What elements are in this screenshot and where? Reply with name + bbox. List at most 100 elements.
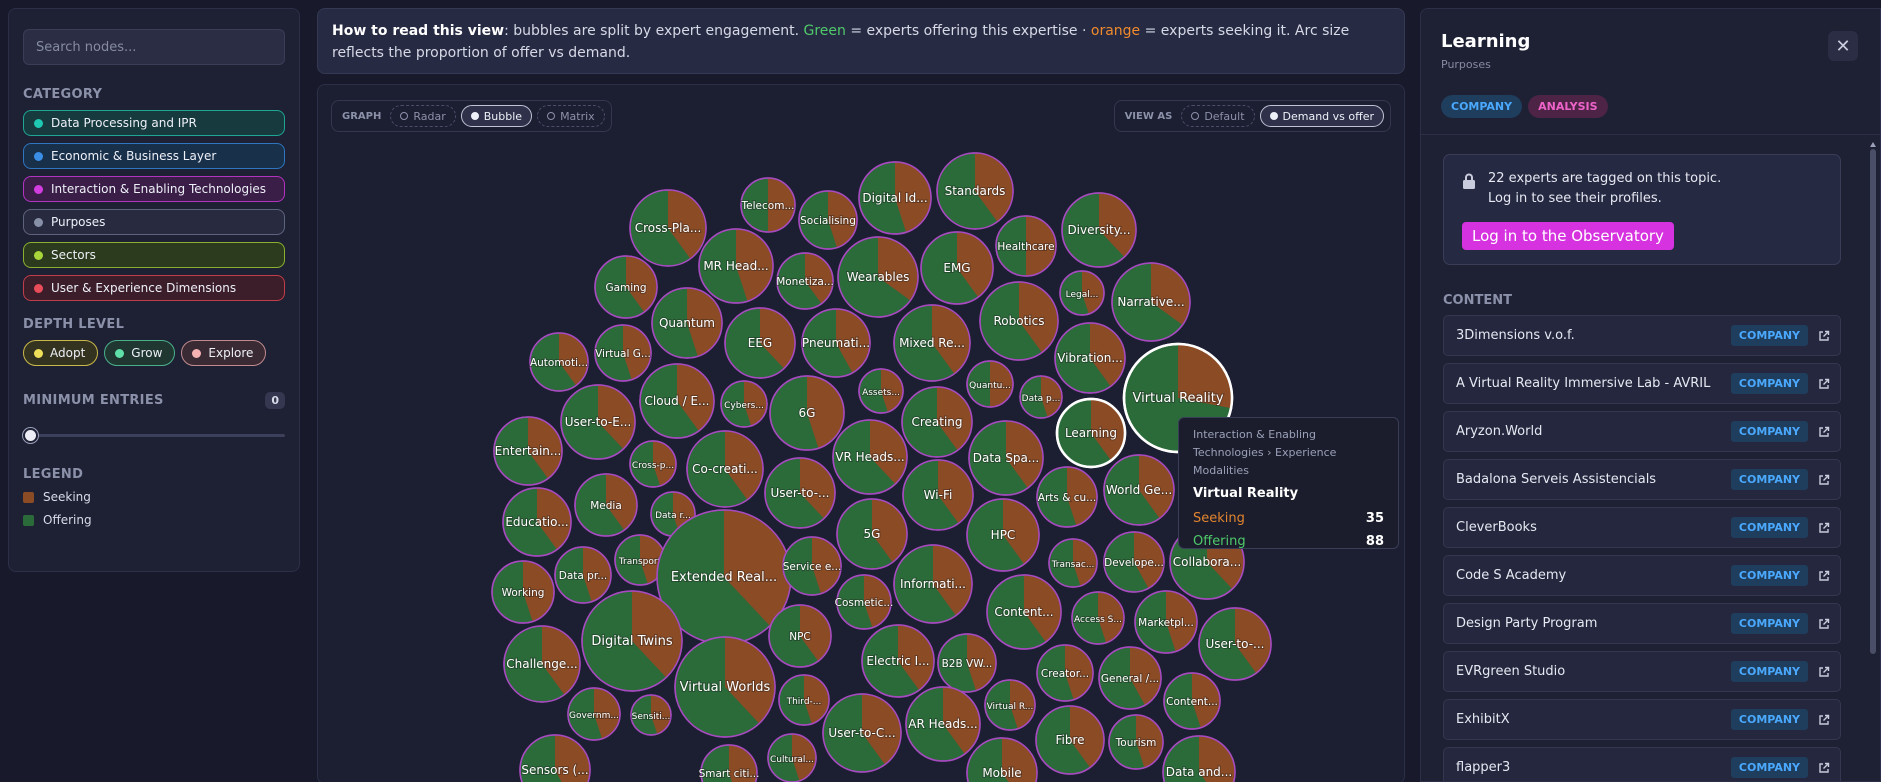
content-item[interactable]: Aryzon.World COMPANY <box>1443 411 1841 452</box>
bubble[interactable]: Arts & cu... <box>1036 466 1098 528</box>
bubble[interactable]: Third-... <box>778 674 830 726</box>
bubble[interactable]: Mixed Re... <box>893 304 971 382</box>
bubble[interactable]: Content... <box>1163 672 1221 730</box>
bubble[interactable]: VR Heads... <box>832 419 908 495</box>
content-item-tag[interactable]: COMPANY <box>1730 709 1808 730</box>
bubble[interactable]: Cybers... <box>720 380 768 428</box>
bubble[interactable]: Vibration... <box>1054 322 1126 394</box>
bubble[interactable]: Data Spa... <box>968 420 1044 496</box>
view-as-option[interactable]: Demand vs offer <box>1259 105 1384 127</box>
content-item-tag[interactable]: COMPANY <box>1730 757 1808 778</box>
bubble[interactable]: Telecom... <box>740 177 796 233</box>
external-link-icon[interactable] <box>1818 570 1830 582</box>
close-button[interactable]: ✕ <box>1828 31 1858 61</box>
bubble[interactable]: User-to-... <box>1198 607 1272 681</box>
bubble[interactable]: Creating <box>901 386 973 458</box>
bubble[interactable]: User-to-... <box>764 457 836 529</box>
bubble[interactable]: Challenge... <box>503 625 581 703</box>
bubble[interactable]: Cloud / E... <box>639 363 715 439</box>
login-button[interactable]: Log in to the Observatory <box>1462 222 1674 250</box>
content-item[interactable]: CleverBooks COMPANY <box>1443 507 1841 548</box>
content-item[interactable]: A Virtual Reality Immersive Lab - AVRIL C… <box>1443 363 1841 404</box>
bubble[interactable]: Data and... <box>1162 735 1236 782</box>
bubble[interactable]: Sensors (... <box>519 734 591 782</box>
category-chip[interactable]: Purposes <box>23 209 285 235</box>
bubble[interactable]: Service e... <box>782 536 842 596</box>
category-chip[interactable]: Interaction & Enabling Technologies <box>23 176 285 202</box>
bubble[interactable]: Wearables <box>837 236 919 318</box>
bubble[interactable]: Data pr... <box>554 546 612 604</box>
bubble[interactable]: General /... <box>1098 646 1162 710</box>
content-item-tag[interactable]: COMPANY <box>1730 469 1808 490</box>
tag-company[interactable]: COMPANY <box>1441 95 1523 118</box>
content-item-tag[interactable]: COMPANY <box>1730 421 1808 442</box>
bubble[interactable]: Wi-Fi <box>902 459 974 531</box>
content-item[interactable]: Code S Academy COMPANY <box>1443 555 1841 596</box>
bubble[interactable]: Socialising <box>798 190 858 250</box>
external-link-icon[interactable] <box>1818 666 1830 678</box>
bubble[interactable]: Pneumati... <box>801 308 871 378</box>
content-item[interactable]: Design Party Program COMPANY <box>1443 603 1841 644</box>
graph-type-option[interactable]: Bubble <box>460 105 533 127</box>
bubble[interactable]: Working <box>491 560 555 624</box>
external-link-icon[interactable] <box>1818 474 1830 486</box>
bubble[interactable]: Media <box>574 473 638 537</box>
graph-type-option[interactable]: Radar <box>390 105 456 127</box>
bubble[interactable]: User-to-E... <box>560 384 636 460</box>
bubble[interactable]: Diversity... <box>1061 192 1137 268</box>
bubble[interactable]: Virtual G... <box>594 324 652 382</box>
bubble[interactable]: Extended Real... <box>656 509 792 645</box>
bubble[interactable]: Monetiza... <box>775 252 835 310</box>
slider-thumb[interactable] <box>23 428 38 443</box>
content-item[interactable]: ExhibitX COMPANY <box>1443 699 1841 740</box>
bubble[interactable]: Digital Id... <box>858 161 932 235</box>
bubble[interactable]: Quantu... <box>966 360 1014 408</box>
search-input[interactable] <box>23 29 285 65</box>
content-item-tag[interactable]: COMPANY <box>1730 373 1808 394</box>
bubble[interactable]: Healthcare <box>995 215 1057 277</box>
bubble[interactable]: Mobile <box>966 737 1038 782</box>
scrollbar-thumb[interactable] <box>1870 149 1876 654</box>
bubble[interactable]: 6G <box>769 375 845 451</box>
content-item[interactable]: Badalona Serveis Assistencials COMPANY <box>1443 459 1841 500</box>
bubble[interactable]: Cosmetic... <box>834 574 894 630</box>
bubble[interactable]: Smart citi... <box>698 744 760 782</box>
external-link-icon[interactable] <box>1818 378 1830 390</box>
external-link-icon[interactable] <box>1818 762 1830 774</box>
bubble[interactable]: Learning <box>1055 397 1127 469</box>
bubble[interactable]: Quantum <box>651 287 723 359</box>
bubble[interactable]: Informati... <box>893 544 973 624</box>
bubble[interactable]: Gaming <box>594 255 658 319</box>
bubble[interactable]: Digital Twins <box>581 590 683 692</box>
depth-chip[interactable]: Adopt <box>23 340 99 366</box>
bubble[interactable]: Governm... <box>567 687 621 741</box>
scroll-up-arrow-icon[interactable] <box>1870 142 1876 147</box>
bubble[interactable]: Educatio... <box>502 487 572 557</box>
bubble[interactable]: Develope... <box>1103 531 1165 593</box>
bubble[interactable]: Fibre <box>1035 705 1105 775</box>
content-item-tag[interactable]: COMPANY <box>1730 661 1808 682</box>
external-link-icon[interactable] <box>1818 714 1830 726</box>
bubble[interactable]: User-to-C... <box>822 693 902 773</box>
bubble[interactable]: World Ge... <box>1103 454 1175 526</box>
bubble[interactable]: Access S... <box>1071 591 1125 645</box>
bubble[interactable]: Virtual R... <box>984 679 1036 731</box>
bubble[interactable]: Content... <box>986 574 1062 650</box>
bubble[interactable]: NPC <box>768 604 832 668</box>
category-chip[interactable]: Data Processing and IPR <box>23 110 285 136</box>
external-link-icon[interactable] <box>1818 522 1830 534</box>
bubble[interactable]: MR Head... <box>698 228 774 304</box>
bubble[interactable]: Creator... <box>1036 644 1094 702</box>
bubble[interactable]: Cross-p... <box>629 440 677 488</box>
bubble[interactable]: Cultural... <box>767 733 817 782</box>
content-item-tag[interactable]: COMPANY <box>1730 565 1808 586</box>
category-chip[interactable]: Sectors <box>23 242 285 268</box>
category-chip[interactable]: User & Experience Dimensions <box>23 275 285 301</box>
content-item-tag[interactable]: COMPANY <box>1730 613 1808 634</box>
bubble[interactable]: 5G <box>836 498 908 570</box>
graph-type-option[interactable]: Matrix <box>537 105 605 127</box>
bubble[interactable]: Electric I... <box>861 624 935 698</box>
depth-chip[interactable]: Explore <box>181 340 267 366</box>
bubble[interactable]: Automoti... <box>529 332 589 392</box>
content-item[interactable]: EVRgreen Studio COMPANY <box>1443 651 1841 692</box>
